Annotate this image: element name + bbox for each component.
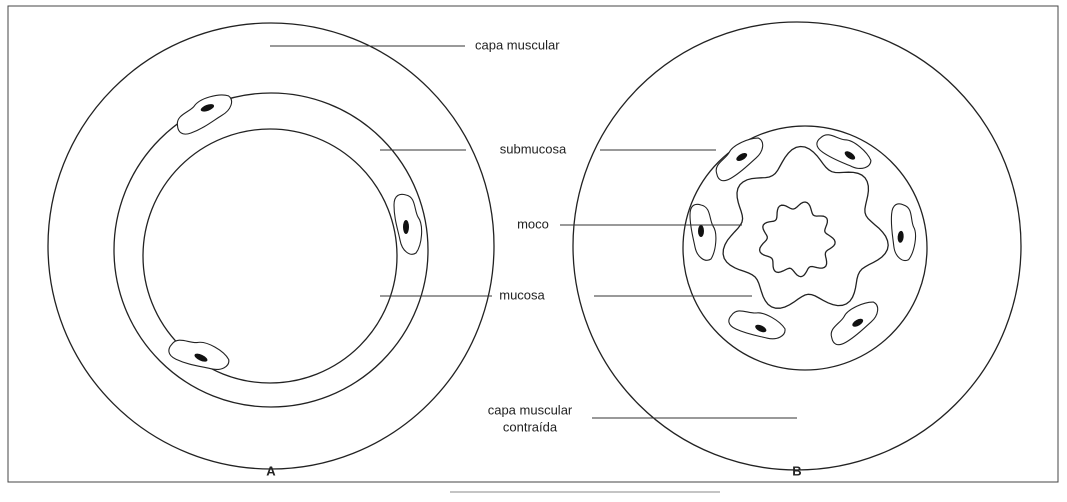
panel-label: B <box>792 463 801 478</box>
panel-b: B <box>573 22 1021 478</box>
label: mucosa <box>499 287 545 302</box>
diagram: A B capa muscular submucosa moco mucosa … <box>0 0 1067 502</box>
cell <box>690 204 716 260</box>
submucosa-ring <box>114 93 428 407</box>
label: contraída <box>503 419 558 434</box>
cell <box>171 90 237 136</box>
muscle-layer <box>48 23 494 469</box>
muscle-layer-contracted <box>573 22 1021 470</box>
label: moco <box>517 216 549 231</box>
cell <box>166 330 232 380</box>
cell <box>709 133 770 183</box>
label: submucosa <box>500 141 567 156</box>
cell <box>888 203 919 261</box>
page: A B capa muscular submucosa moco mucosa … <box>0 0 1067 502</box>
label: capa muscular <box>488 402 573 417</box>
mucosa-folded <box>723 147 888 309</box>
mucus <box>760 202 836 277</box>
cell <box>394 194 422 254</box>
label: capa muscular <box>475 37 560 52</box>
panel-label: A <box>266 463 276 478</box>
panel-a: A <box>48 23 494 478</box>
